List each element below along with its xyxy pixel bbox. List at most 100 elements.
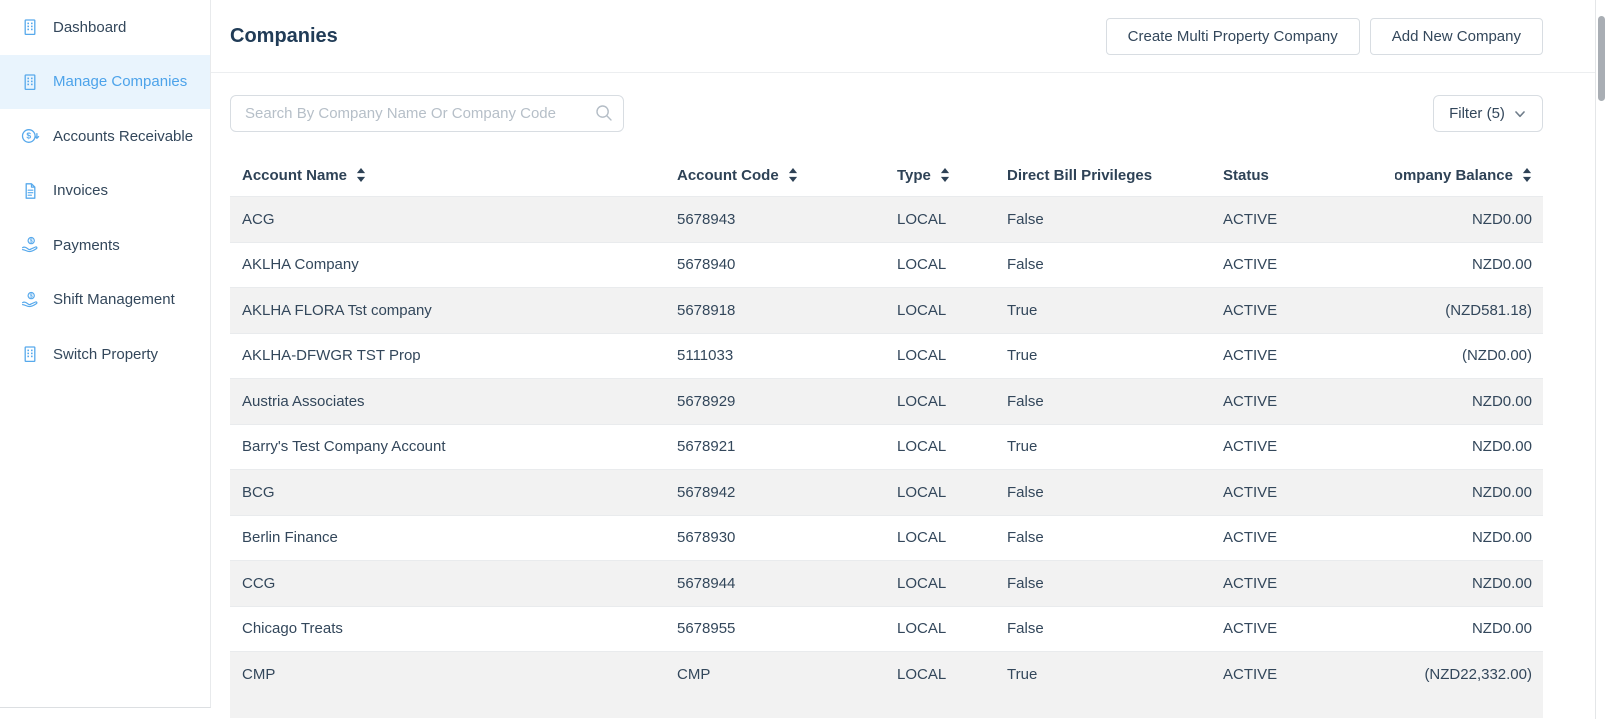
cell-company-balance: NZD0.00 bbox=[1471, 256, 1532, 274]
cell-account-name: Barry's Test Company Account bbox=[242, 438, 446, 456]
table-row[interactable]: Chicago Treats 5678955 LOCAL False ACTIVE NZD… bbox=[230, 605, 1543, 651]
search-box bbox=[230, 95, 624, 132]
sidebar-item-payments[interactable]: $ Payments bbox=[0, 218, 210, 273]
sidebar-item-label: Manage Companies bbox=[53, 73, 188, 91]
sidebar-item-label: Switch Property bbox=[53, 345, 159, 363]
cell-account-code: CMP bbox=[677, 665, 711, 683]
sidebar-item-accounts-receivable[interactable]: $ Accounts Receivable bbox=[0, 109, 210, 164]
column-header-account-code[interactable]: Account Code bbox=[677, 167, 897, 184]
cell-account-name: AKLHA-DFWGR TST Prop bbox=[242, 347, 421, 365]
building-icon bbox=[20, 72, 40, 92]
cell-account-name: CMP bbox=[242, 665, 276, 683]
sidebar-item-label: Dashboard bbox=[53, 18, 127, 36]
vertical-scrollbar-thumb[interactable] bbox=[1598, 16, 1605, 101]
cell-status: ACTIVE bbox=[1223, 438, 1278, 456]
cell-account-code: 5678929 bbox=[677, 392, 736, 410]
cell-type: LOCAL bbox=[897, 256, 947, 274]
cell-type: LOCAL bbox=[897, 210, 947, 228]
cell-direct-bill-privileges: False bbox=[1007, 256, 1044, 274]
sidebar: Dashboard Manage Companies $ Accounts Recei… bbox=[0, 0, 211, 708]
column-header-type[interactable]: Type bbox=[897, 167, 1007, 184]
cell-company-balance: (NZD22,332.00) bbox=[1424, 665, 1532, 683]
table-row[interactable]: Berlin Finance 5678930 LOCAL False ACTIVE NZD… bbox=[230, 514, 1543, 560]
cell-direct-bill-privileges: False bbox=[1007, 529, 1044, 547]
table-row[interactable]: CCG 5678944 LOCAL False ACTIVE NZD0.00 bbox=[230, 560, 1543, 606]
filter-button[interactable]: Filter (5) bbox=[1433, 95, 1543, 132]
cell-type: LOCAL bbox=[897, 347, 947, 365]
cell-status: ACTIVE bbox=[1223, 347, 1278, 365]
page-header: Companies Create Multi Property Company … bbox=[211, 0, 1595, 73]
column-header-account-name[interactable]: Account Name bbox=[230, 167, 677, 184]
column-header-label: Type bbox=[897, 166, 931, 184]
cell-type: LOCAL bbox=[897, 301, 947, 319]
table-header-row: Account Name Account Code Type Direct Bill … bbox=[230, 154, 1543, 196]
building-icon bbox=[20, 344, 40, 364]
table-row[interactable]: BCG 5678942 LOCAL False ACTIVE NZD0.00 bbox=[230, 469, 1543, 515]
building-icon bbox=[20, 17, 40, 37]
svg-text:$: $ bbox=[30, 293, 33, 299]
table-row[interactable]: AKLHA Company 5678940 LOCAL False ACTIVE NZD0… bbox=[230, 241, 1543, 287]
page-title: Companies bbox=[230, 24, 338, 47]
cell-status: ACTIVE bbox=[1223, 301, 1278, 319]
cell-account-name: AKLHA Company bbox=[242, 256, 359, 274]
cell-company-balance: NZD0.00 bbox=[1471, 392, 1532, 410]
sidebar-item-invoices[interactable]: Invoices bbox=[0, 164, 210, 219]
search-input[interactable] bbox=[230, 95, 624, 132]
table-row[interactable]: AKLHA-DFWGR TST Prop 5111033 LOCAL True ACTI… bbox=[230, 332, 1543, 378]
sidebar-item-manage-companies[interactable]: Manage Companies bbox=[0, 54, 210, 109]
cell-account-name: Austria Associates bbox=[242, 392, 365, 410]
table-row[interactable]: Austria Associates 5678929 LOCAL False ACTIV… bbox=[230, 378, 1543, 424]
svg-text:$: $ bbox=[26, 131, 31, 141]
sort-icon bbox=[1522, 168, 1532, 182]
table-row[interactable]: CMP CMP LOCAL True ACTIVE (NZD22,332.00) bbox=[230, 651, 1543, 697]
table-row-overflow bbox=[230, 696, 1543, 718]
cell-company-balance: (NZD581.18) bbox=[1445, 301, 1532, 319]
cell-company-balance: NZD0.00 bbox=[1471, 210, 1532, 228]
sidebar-item-shift-management[interactable]: $ Shift Management bbox=[0, 273, 210, 328]
cell-account-name: AKLHA FLORA Tst company bbox=[242, 301, 432, 319]
cell-account-name: CCG bbox=[242, 574, 276, 592]
column-header-company-balance[interactable]: Company Balance bbox=[1395, 167, 1543, 184]
cell-direct-bill-privileges: True bbox=[1007, 438, 1038, 456]
dollar-circle-icon: $ bbox=[20, 126, 40, 146]
column-header-direct-bill-privileges: Direct Bill Privileges bbox=[1007, 167, 1223, 184]
cell-direct-bill-privileges: False bbox=[1007, 483, 1044, 501]
toolbar: Filter (5) bbox=[230, 95, 1543, 132]
sidebar-item-switch-property[interactable]: Switch Property bbox=[0, 327, 210, 382]
cell-company-balance: NZD0.00 bbox=[1471, 529, 1532, 547]
cell-account-code: 5678944 bbox=[677, 574, 736, 592]
chevron-down-icon bbox=[1513, 107, 1527, 121]
cell-account-code: 5678943 bbox=[677, 210, 736, 228]
cell-company-balance: NZD0.00 bbox=[1471, 483, 1532, 501]
main-content: Companies Create Multi Property Company … bbox=[211, 0, 1595, 719]
cell-direct-bill-privileges: True bbox=[1007, 347, 1038, 365]
cell-direct-bill-privileges: True bbox=[1007, 301, 1038, 319]
cell-status: ACTIVE bbox=[1223, 620, 1278, 638]
hand-coin-icon: $ bbox=[20, 235, 40, 255]
cell-account-name: Chicago Treats bbox=[242, 620, 343, 638]
cell-company-balance: NZD0.00 bbox=[1471, 620, 1532, 638]
cell-status: ACTIVE bbox=[1223, 210, 1278, 228]
table-row[interactable]: Barry's Test Company Account 5678921 LOCAL… bbox=[230, 423, 1543, 469]
vertical-scrollbar-track bbox=[1595, 0, 1607, 719]
column-header-label: Account Name bbox=[242, 166, 348, 184]
sort-icon bbox=[356, 168, 366, 182]
sidebar-item-label: Payments bbox=[53, 236, 120, 254]
cell-status: ACTIVE bbox=[1223, 529, 1278, 547]
hand-coin-icon: $ bbox=[20, 290, 40, 310]
add-new-company-button[interactable]: Add New Company bbox=[1369, 17, 1543, 55]
table-row[interactable]: AKLHA FLORA Tst company 5678918 LOCAL True A… bbox=[230, 287, 1543, 333]
cell-status: ACTIVE bbox=[1223, 483, 1278, 501]
table-row[interactable]: ACG 5678943 LOCAL False ACTIVE NZD0.00 bbox=[230, 196, 1543, 242]
column-header-status: Status bbox=[1223, 167, 1395, 184]
cell-type: LOCAL bbox=[897, 529, 947, 547]
sidebar-item-dashboard[interactable]: Dashboard bbox=[0, 0, 210, 55]
svg-text:$: $ bbox=[30, 239, 33, 245]
column-header-label: Status bbox=[1223, 166, 1269, 184]
invoice-icon bbox=[20, 181, 40, 201]
column-header-label: Account Code bbox=[677, 166, 779, 184]
cell-type: LOCAL bbox=[897, 483, 947, 501]
cell-direct-bill-privileges: False bbox=[1007, 210, 1044, 228]
create-multi-property-company-button[interactable]: Create Multi Property Company bbox=[1105, 17, 1360, 55]
sidebar-item-label: Invoices bbox=[53, 182, 109, 200]
